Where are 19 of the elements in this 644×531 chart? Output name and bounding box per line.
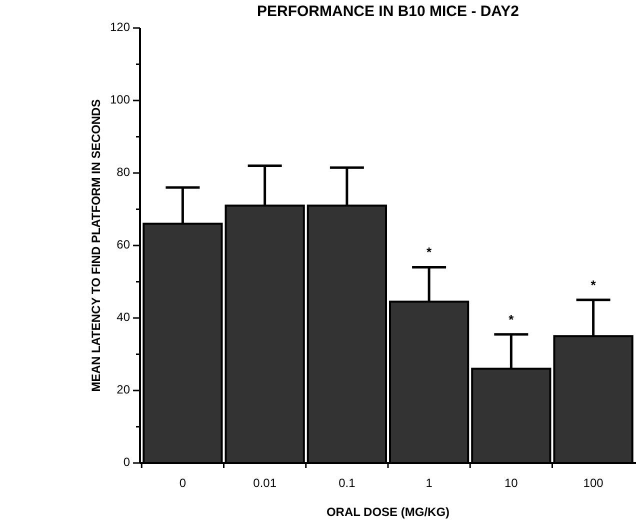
y-tick-label: 20 [116, 382, 130, 397]
annotation: * [590, 277, 597, 292]
x-tick-label: 10 [504, 476, 518, 490]
y-tick-label: 40 [116, 310, 130, 324]
y-tick-label: 100 [110, 92, 130, 107]
y-axis-title: MEAN LATENCY TO FIND PLATFORM IN SECONDS [89, 99, 103, 392]
annotation: * [426, 244, 433, 260]
y-tick-label: 0 [123, 455, 130, 470]
x-tick-label: 0 [179, 476, 186, 490]
y-tick-label: 80 [116, 165, 130, 180]
x-tick-label: 0.01 [253, 476, 277, 490]
y-tick-label: 120 [110, 20, 130, 34]
chart-title: PERFORMANCE IN B10 MICE - DAY2 [257, 3, 519, 20]
x-axis-title: ORAL DOSE (MG/KG) [326, 505, 450, 519]
x-tick-label: 1 [426, 476, 433, 490]
y-tick-label: 60 [116, 238, 130, 252]
x-tick-label: 100 [583, 476, 604, 490]
x-tick-label: 0.1 [338, 476, 356, 490]
annotation: * [508, 312, 515, 327]
